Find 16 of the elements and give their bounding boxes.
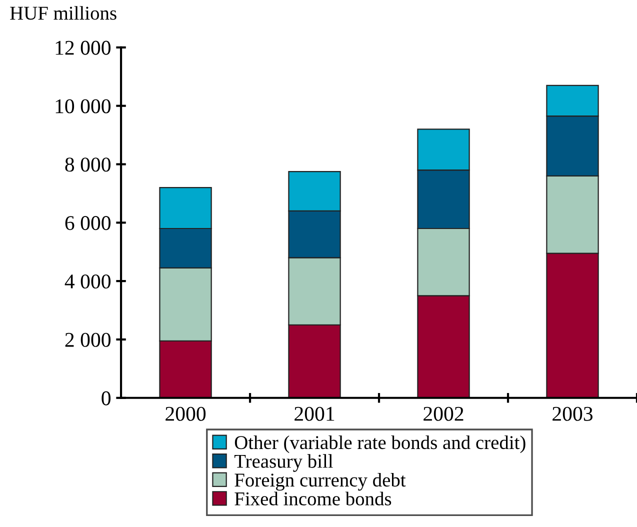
y-tick-label: 4 000 xyxy=(64,274,111,288)
y-tick-label: 8 000 xyxy=(65,158,111,172)
legend-label: Fixed income bonds xyxy=(234,492,392,506)
x-tick-label: 2000 xyxy=(166,406,206,421)
y-tick-label: 0 xyxy=(102,391,111,406)
y-tick-label: 6 000 xyxy=(65,216,111,230)
x-tick-label: 2002 xyxy=(424,406,464,421)
x-tick-label: 2001 xyxy=(294,406,334,421)
legend-label: Treasury bill xyxy=(234,454,333,472)
x-tick-label: 2003 xyxy=(552,406,593,421)
y-tick-label: 2 000 xyxy=(65,332,111,347)
y-tick-label: 12 000 xyxy=(56,40,111,55)
y-axis-title: HUF millions xyxy=(10,6,116,20)
legend-label: Foreign currency debt xyxy=(234,472,406,491)
legend-label: Other (variable rate bonds and credit) xyxy=(234,435,526,454)
y-tick-label: 10 000 xyxy=(56,99,111,114)
